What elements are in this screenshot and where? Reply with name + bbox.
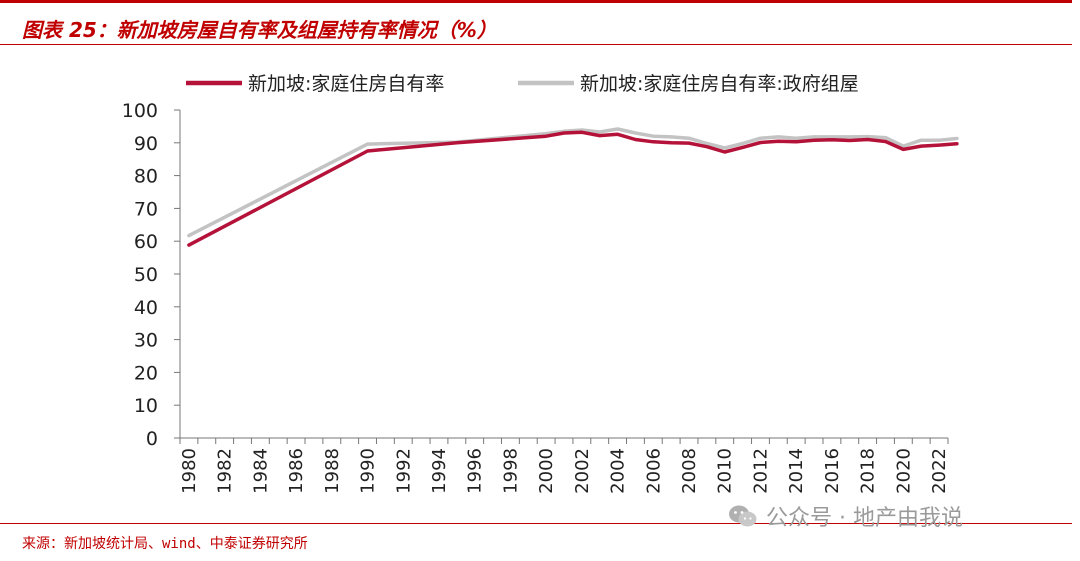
bottom-rule [0,523,1072,524]
x-tick-label: 1980 [179,448,200,494]
y-tick-label: 40 [134,297,158,319]
x-tick-label: 2016 [822,448,843,494]
x-tick-label: 2014 [786,448,807,494]
y-tick-label: 0 [146,428,158,450]
y-tick-label: 20 [134,362,158,384]
x-axis: 1980 1982 1984 1986 1988 1990 1992 1994 1996 1998… [179,437,950,494]
legend-label: 新加坡:家庭住房自有率:政府组屋 [580,73,859,95]
source-note: 来源：新加坡统计局、wind、中泰证券研究所 [22,536,308,552]
x-tick-label: 2010 [715,448,736,494]
x-tick-label: 1996 [465,448,486,494]
x-tick-label: 2022 [929,448,950,494]
y-axis: 0 10 20 30 40 50 60 70 80 90 100 [122,100,181,450]
y-tick-label: 50 [134,264,158,286]
x-tick-label: 1990 [358,448,379,494]
series-line-homeownership [187,130,959,247]
x-tick-label: 1982 [215,448,236,494]
x-tick-label: 1992 [393,448,414,494]
x-tick-label: 1998 [500,448,521,494]
chart-title: 图表 25：新加坡房屋自有率及组屋持有率情况（%） [22,18,497,42]
x-tick-label: 2004 [608,448,629,494]
legend-label: 新加坡:家庭住房自有率 [248,73,444,95]
y-tick-label: 60 [134,231,158,253]
x-tick-label: 1988 [322,448,343,494]
top-rule [0,0,1072,3]
y-tick-label: 100 [122,100,158,122]
x-tick-label: 2012 [750,448,771,494]
x-tick-label: 2006 [643,448,664,494]
watermark-text: 公众号 · 地产由我说 [766,506,963,531]
y-tick-label: 30 [134,330,158,352]
x-tick-label: 2018 [858,448,879,494]
x-tick-label: 2000 [536,448,557,494]
wechat-icon [729,505,757,527]
y-tick-label: 90 [134,133,158,155]
y-tick-label: 70 [134,198,158,220]
x-tick-label: 2008 [679,448,700,494]
x-tick-label: 2020 [893,448,914,494]
series-line-hdb [187,127,959,238]
legend: 新加坡:家庭住房自有率 新加坡:家庭住房自有率:政府组屋 [186,73,859,95]
x-tick-label: 1986 [286,448,307,494]
x-tick-label: 2002 [572,448,593,494]
y-tick-label: 10 [134,395,158,417]
series-group [187,127,959,247]
title-rule [0,44,1072,45]
x-tick-label: 1984 [250,448,271,494]
x-tick-label: 1994 [429,448,450,494]
watermark: 公众号 · 地产由我说 [728,500,963,532]
y-tick-label: 80 [134,166,158,188]
